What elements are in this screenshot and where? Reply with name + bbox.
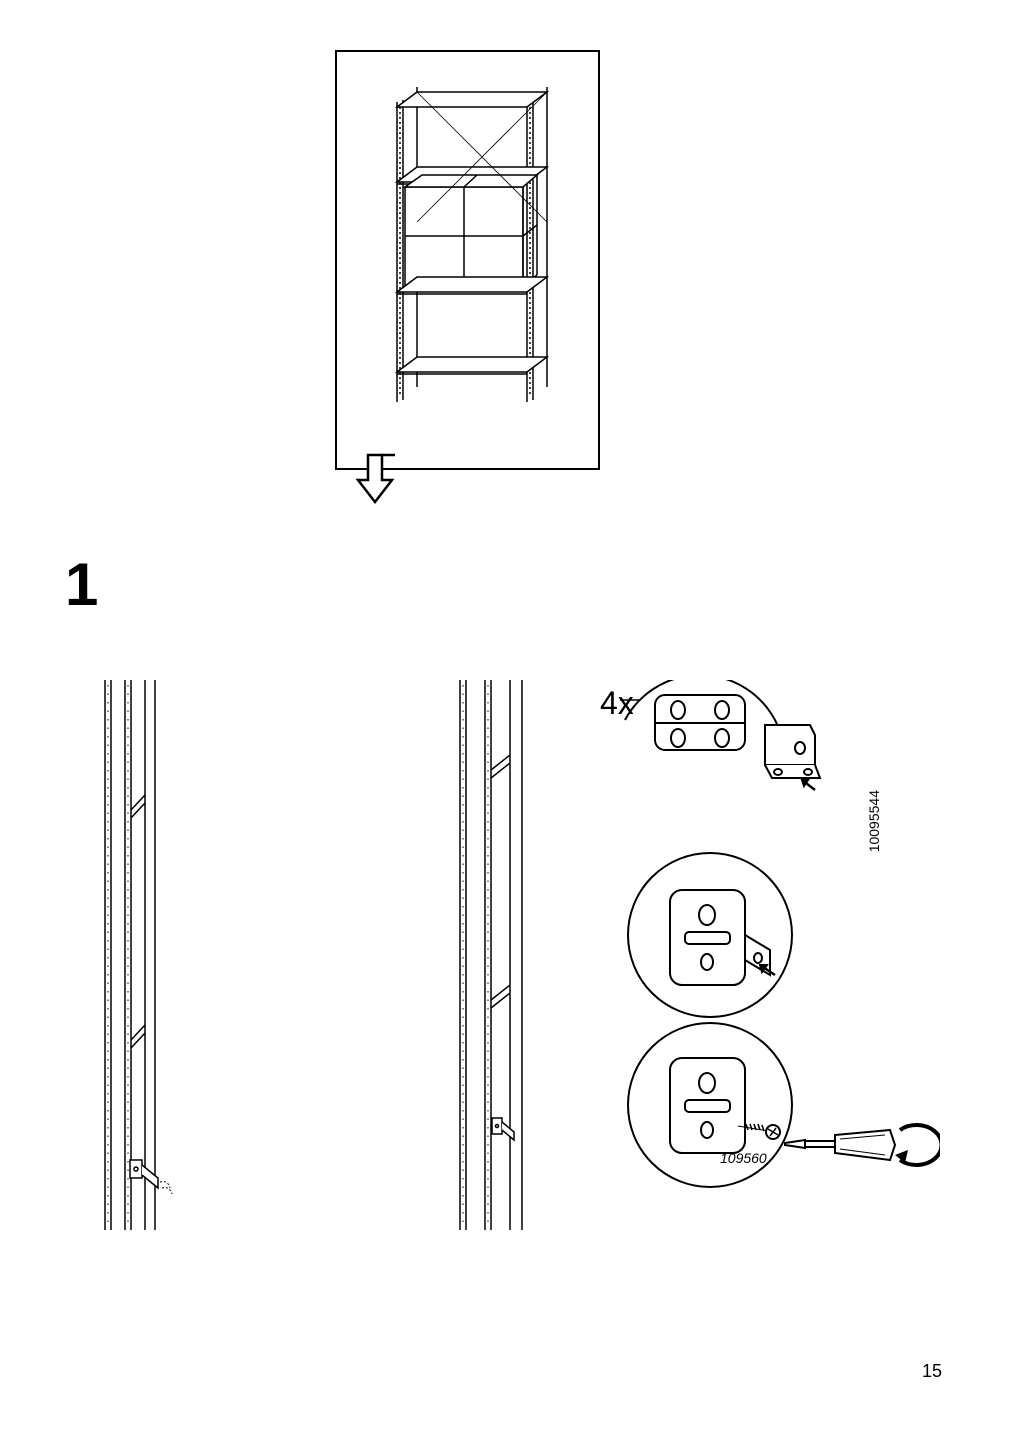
instruction-page: 1 [0, 0, 1012, 1432]
page-number: 15 [922, 1361, 942, 1382]
bracket-detail-middle [620, 850, 820, 1030]
screwdriver-icon [780, 1115, 940, 1175]
screw-part-number: 109560 [720, 1150, 767, 1166]
product-reference-box [335, 50, 600, 470]
right-post-diagram [450, 680, 580, 1230]
step-number: 1 [65, 550, 98, 619]
bracket-part-number: 10095544 [866, 790, 882, 852]
left-post-diagram [95, 680, 205, 1230]
shelf-unit-illustration [377, 82, 557, 422]
continuation-arrow-icon [350, 450, 400, 510]
bracket-detail-top [620, 680, 850, 860]
